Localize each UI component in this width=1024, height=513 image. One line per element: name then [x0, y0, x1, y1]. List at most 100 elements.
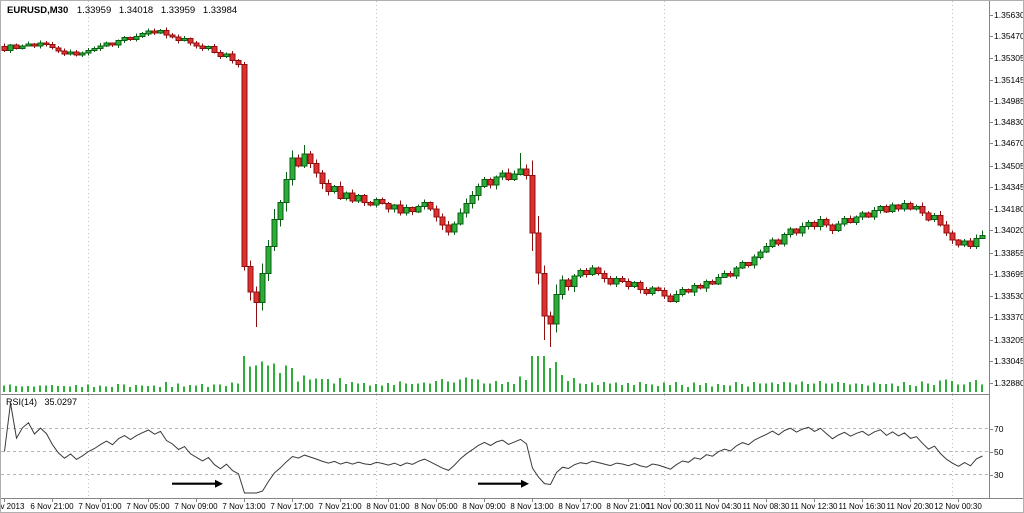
- candle: [289, 150, 296, 186]
- price-axis-tick: [990, 274, 993, 275]
- volume-bar: [939, 380, 941, 392]
- candle: [313, 159, 320, 178]
- candle: [163, 27, 170, 39]
- candle: [823, 217, 830, 228]
- time-axis-tick: [628, 499, 629, 502]
- time-axis-tick: [436, 499, 437, 502]
- candle: [7, 44, 14, 54]
- price-axis-label: 1.34180: [994, 204, 1024, 214]
- time-axis-tick: [52, 499, 53, 502]
- candle: [883, 204, 890, 214]
- price-axis-label: 1.35145: [994, 75, 1024, 85]
- volume-bar: [957, 384, 959, 392]
- time-axis-label: 6 Nov 2013: [0, 502, 25, 511]
- candle: [571, 273, 578, 292]
- volume-bar: [333, 383, 335, 392]
- rsi-axis-tick: [990, 475, 993, 476]
- volume-bar: [591, 382, 593, 392]
- volume-bar: [471, 378, 473, 392]
- volume-bar: [303, 375, 305, 392]
- candle: [445, 220, 452, 236]
- candle: [943, 221, 950, 237]
- main-chart[interactable]: [1, 1, 989, 394]
- volume-bar: [183, 386, 185, 392]
- candle: [523, 164, 530, 180]
- volume-bar: [243, 356, 245, 392]
- time-axis-label: 8 Nov 13:00: [510, 502, 554, 511]
- volume-bar: [963, 384, 965, 392]
- time-axis-tick: [766, 499, 767, 502]
- candle: [367, 200, 374, 207]
- candle: [169, 32, 176, 39]
- candle: [499, 170, 506, 181]
- indicator-label: RSI(14) 35.0297: [6, 397, 77, 407]
- volume-bar: [255, 365, 257, 392]
- volume-bar: [759, 383, 761, 392]
- candle: [949, 230, 956, 244]
- candle: [913, 204, 920, 211]
- volume-bar: [69, 386, 71, 392]
- volume-bar: [651, 384, 653, 392]
- candle: [859, 211, 866, 220]
- rsi-axis-label: 70: [994, 424, 1004, 434]
- volume-bar: [789, 382, 791, 392]
- time-axis[interactable]: 6 Nov 2013 6 Nov 21:00 7 Nov 01:00 7 Nov 05…: [0, 498, 1023, 512]
- candle: [271, 208, 278, 252]
- volume-bar: [897, 385, 899, 392]
- price-axis[interactable]: 1.35630 1.35470 1.35305 1.35145 1.34985 1.348…: [989, 1, 1024, 512]
- time-axis-label: 8 Nov 09:00: [462, 502, 506, 511]
- volume-bar: [393, 385, 395, 392]
- candle: [67, 49, 74, 56]
- volume-bar: [345, 383, 347, 392]
- candle: [721, 270, 728, 279]
- volume-bar: [21, 386, 23, 392]
- candle: [427, 201, 434, 211]
- candle: [979, 230, 986, 240]
- volume-bar: [699, 385, 701, 392]
- time-axis-label: 8 Nov 01:00: [366, 502, 410, 511]
- candle: [577, 268, 584, 278]
- time-axis-label: 11 Nov 16:30: [838, 502, 886, 511]
- candle: [697, 283, 704, 290]
- candle: [601, 270, 608, 283]
- candle: [865, 211, 872, 218]
- candle: [457, 208, 464, 226]
- volume-bar: [285, 365, 287, 392]
- ohlc-low-value: 1.33959: [160, 5, 196, 16]
- candle: [841, 216, 848, 227]
- volume-bar: [3, 385, 5, 392]
- candle: [625, 278, 632, 290]
- volume-bar: [45, 385, 47, 392]
- volume-bar: [639, 382, 641, 392]
- candle: [919, 202, 926, 216]
- volume-bar: [207, 387, 209, 392]
- indicator-value: 35.0297: [44, 397, 78, 407]
- candle: [619, 276, 626, 284]
- candle: [559, 275, 566, 300]
- volume-bar: [57, 385, 59, 392]
- oversold-arrow[interactable]: [172, 479, 223, 488]
- candle: [361, 194, 368, 206]
- price-axis-label: 1.35305: [994, 53, 1024, 63]
- volume-bar: [135, 385, 137, 392]
- volume-bar: [321, 378, 323, 392]
- panel-separator[interactable]: [1, 394, 1023, 395]
- time-axis-tick: [388, 499, 389, 502]
- rsi-panel[interactable]: [1, 395, 989, 498]
- time-axis-label: 8 Nov 21:00: [606, 502, 650, 511]
- volume-bar: [633, 385, 635, 392]
- volume-bar: [405, 383, 407, 392]
- candle: [811, 220, 818, 230]
- time-axis-tick: [532, 499, 533, 502]
- candle: [319, 170, 326, 190]
- volume-bar: [831, 383, 833, 392]
- volume-bar: [213, 384, 215, 392]
- candle: [643, 287, 650, 296]
- volume-bar: [807, 384, 809, 392]
- volume-bar: [921, 381, 923, 392]
- oversold-arrow[interactable]: [478, 479, 529, 488]
- price-axis-label: 1.34830: [994, 117, 1024, 127]
- candle: [379, 197, 386, 205]
- volume-bar: [735, 382, 737, 392]
